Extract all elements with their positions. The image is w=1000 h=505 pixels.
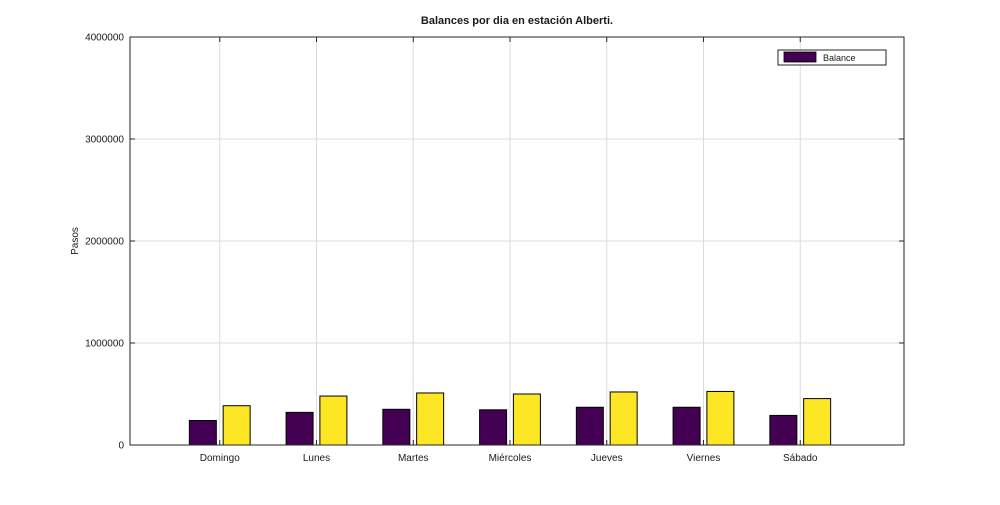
- axis-ticks: 0 1000000 2000000 3000000 4000000 Domingo Lune…: [85, 33, 904, 464]
- bar-purple: [769, 414, 798, 446]
- x-tick-label: Sábado: [783, 453, 818, 464]
- bar-purple: [382, 408, 411, 446]
- bar-purple: [479, 409, 508, 446]
- y-tick-label: 2000000: [85, 237, 124, 248]
- y-tick-label: 4000000: [85, 33, 124, 44]
- bar-yellow: [222, 405, 251, 446]
- bar-yellow: [803, 398, 832, 446]
- chart-title: Balances por dia en estación Alberti.: [421, 15, 613, 27]
- bar-purple: [672, 406, 701, 446]
- x-tick-label: Domingo: [200, 453, 240, 464]
- grid-lines: [130, 37, 904, 445]
- bar-yellow: [319, 395, 348, 446]
- x-tick-label: Lunes: [303, 453, 330, 464]
- y-axis-label: Pasos: [70, 227, 81, 255]
- legend-swatch: [783, 51, 817, 63]
- bar-yellow: [416, 392, 445, 446]
- bar-yellow: [706, 390, 735, 446]
- x-tick-label: Viernes: [687, 453, 721, 464]
- bar-purple: [188, 420, 217, 446]
- y-tick-label: 0: [118, 441, 124, 452]
- x-tick-label: Miércoles: [489, 453, 532, 464]
- x-tick-label: Martes: [398, 453, 429, 464]
- bar-yellow: [512, 393, 541, 446]
- y-tick-label: 1000000: [85, 339, 124, 350]
- y-tick-label: 3000000: [85, 135, 124, 146]
- legend-label: Balance: [823, 53, 856, 63]
- bar-purple: [575, 406, 604, 446]
- bar-purple: [285, 411, 314, 446]
- x-tick-label: Jueves: [591, 453, 623, 464]
- legend: Balance: [777, 49, 887, 66]
- bar-yellow: [609, 391, 638, 446]
